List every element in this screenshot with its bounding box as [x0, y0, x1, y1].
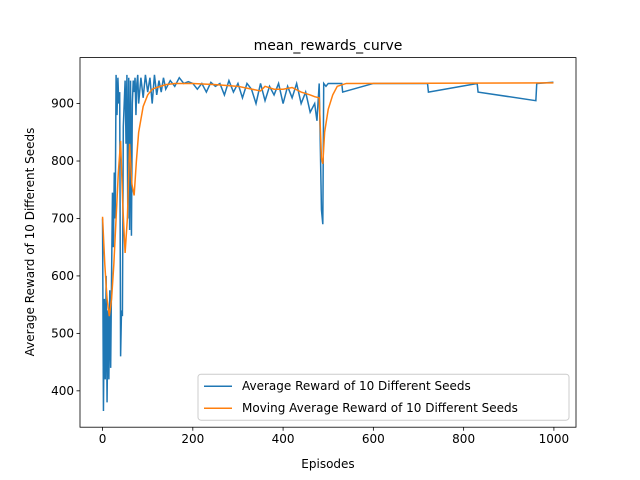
y-tick-label: 600: [51, 269, 74, 283]
line: [101, 82, 554, 317]
legend-label: Average Reward of 10 Different Seeds: [242, 379, 471, 393]
chart-title: mean_rewards_curve: [254, 38, 403, 54]
x-tick-label: 600: [362, 432, 385, 446]
x-axis-label: Episodes: [301, 457, 354, 471]
y-tick-label: 700: [51, 211, 74, 225]
x-tick-label: 200: [181, 432, 204, 446]
y-tick-label: 500: [51, 326, 74, 340]
y-tick-label: 800: [51, 154, 74, 168]
line: [101, 74, 554, 411]
x-tick-label: 0: [99, 432, 107, 446]
x-tick-label: 400: [272, 432, 295, 446]
y-tick-label: 400: [51, 384, 74, 398]
axes-frame: [79, 57, 577, 428]
y-axis-label: Average Reward of 10 Different Seeds: [23, 128, 37, 357]
x-tick-label: 800: [452, 432, 475, 446]
y-tick-label: 900: [51, 97, 74, 111]
legend-box: [197, 373, 570, 421]
x-tick-label: 1000: [539, 432, 570, 446]
legend-label: Moving Average Reward of 10 Different Se…: [242, 401, 518, 415]
